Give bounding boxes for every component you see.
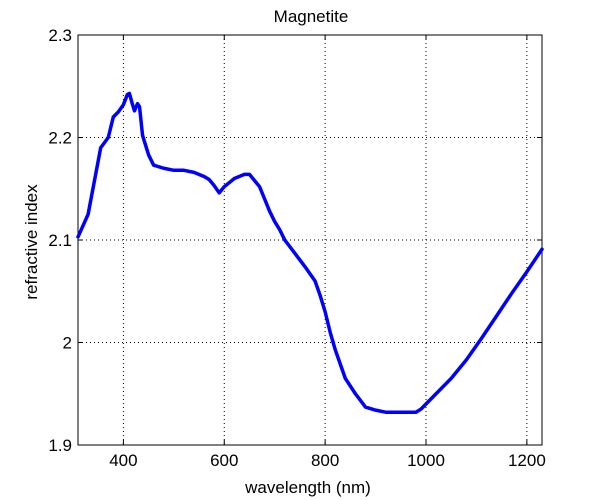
y-tick-label: 1.9 <box>48 436 72 455</box>
y-axis-label: refractive index <box>22 184 41 300</box>
x-tick-label: 600 <box>210 451 238 470</box>
x-axis-label: wavelength (nm) <box>244 478 371 497</box>
x-tick-label: 800 <box>311 451 339 470</box>
y-tick-label: 2.1 <box>48 231 72 250</box>
x-tick-label: 1000 <box>407 451 445 470</box>
chart-title: Magnetite <box>274 7 349 26</box>
y-tick-label: 2 <box>63 334 72 353</box>
series-layer <box>76 91 544 414</box>
y-tick-label: 2.3 <box>48 26 72 45</box>
y-tick-label: 2.2 <box>48 129 72 148</box>
series-line <box>76 91 544 414</box>
x-tick-label: 1200 <box>508 451 546 470</box>
axis-ticks: 400 600 800 1000 1200 1.9 2 2.1 2.2 2.3 <box>48 26 545 470</box>
x-tick-label: 400 <box>109 451 137 470</box>
